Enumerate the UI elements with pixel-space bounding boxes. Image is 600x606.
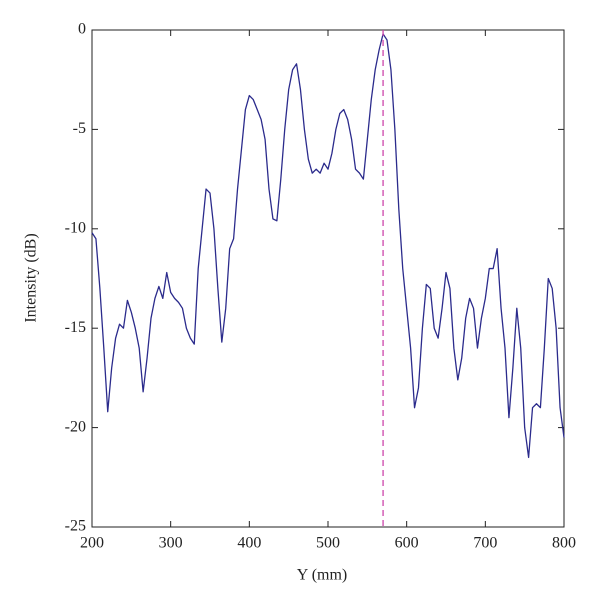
x-tick-label: 300 <box>159 535 183 552</box>
y-tick-label: -15 <box>65 319 86 336</box>
y-tick-label: -5 <box>73 120 86 137</box>
x-tick-label: 800 <box>552 535 576 552</box>
y-tick-label: -10 <box>65 219 86 236</box>
x-tick-label: 700 <box>473 535 497 552</box>
x-tick-label: 400 <box>237 535 261 552</box>
x-tick-label: 500 <box>316 535 340 552</box>
y-axis-label: Intensity (dB) <box>23 233 40 322</box>
plot-frame <box>91 29 565 528</box>
x-tick-label: 600 <box>395 535 419 552</box>
y-tick-label: -20 <box>65 418 86 435</box>
y-tick-label: 0 <box>78 21 86 38</box>
data-line <box>91 33 565 459</box>
x-axis-label: Y (mm) <box>297 567 348 584</box>
y-tick-label: -25 <box>65 518 86 535</box>
x-tick-label: 200 <box>80 535 104 552</box>
